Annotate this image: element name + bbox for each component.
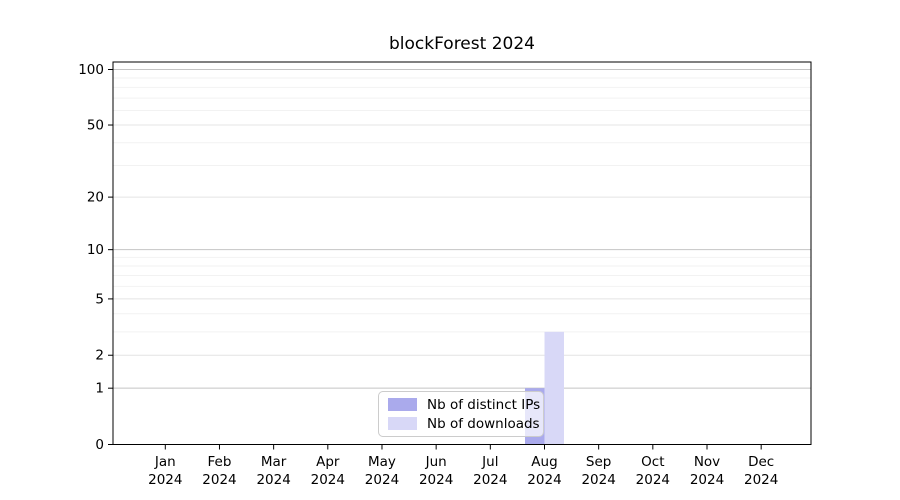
x-tick-label-month: Nov	[694, 454, 720, 470]
y-tick-label: 100	[78, 62, 104, 78]
x-tick-label-month: Apr	[316, 454, 340, 470]
y-tick-label: 10	[87, 242, 104, 258]
bar-nb-of-downloads	[544, 331, 564, 445]
x-tick-label-year: 2024	[148, 472, 182, 488]
x-tick-label-year: 2024	[311, 472, 345, 488]
x-tick-label-year: 2024	[202, 472, 236, 488]
plot-border	[112, 61, 812, 445]
x-tick-label-month: May	[368, 454, 396, 470]
x-tick-label-month: Sep	[586, 454, 611, 470]
chart-title: blockForest 2024	[389, 34, 535, 54]
legend: Nb of distinct IPs Nb of downloads	[378, 391, 544, 437]
y-tick-label: 20	[87, 190, 104, 206]
x-tick-label-year: 2024	[744, 472, 778, 488]
x-tick-label-year: 2024	[636, 472, 670, 488]
x-tick-label-month: Jun	[425, 454, 447, 470]
x-tick-label-year: 2024	[473, 472, 507, 488]
legend-swatch-distinct-ips-icon	[388, 398, 417, 411]
y-tick-label: 50	[87, 118, 104, 134]
x-tick-label-month: Dec	[748, 454, 774, 470]
y-tick-label: 2	[95, 348, 104, 364]
legend-swatch-downloads-icon	[388, 417, 417, 430]
x-tick-label-year: 2024	[365, 472, 399, 488]
y-tick-label: 0	[95, 437, 104, 453]
x-tick-label-year: 2024	[690, 472, 724, 488]
x-tick-label-year: 2024	[527, 472, 561, 488]
x-tick-label-month: Mar	[261, 454, 287, 470]
x-tick-label-month: Feb	[208, 454, 232, 470]
y-tick-label: 1	[95, 381, 104, 397]
x-tick-label-month: Jul	[481, 454, 498, 470]
legend-row: Nb of distinct IPs	[379, 396, 543, 413]
x-tick-label-month: Aug	[531, 454, 557, 470]
x-tick-label-year: 2024	[256, 472, 290, 488]
y-tick-label: 5	[95, 291, 104, 307]
x-tick-label-month: Jan	[154, 454, 176, 470]
x-tick-label-month: Oct	[641, 454, 664, 470]
legend-label-downloads: Nb of downloads	[427, 415, 540, 432]
legend-row: Nb of downloads	[379, 415, 543, 432]
x-tick-label-year: 2024	[581, 472, 615, 488]
x-tick-label-year: 2024	[419, 472, 453, 488]
legend-label-distinct-ips: Nb of distinct IPs	[427, 396, 541, 413]
